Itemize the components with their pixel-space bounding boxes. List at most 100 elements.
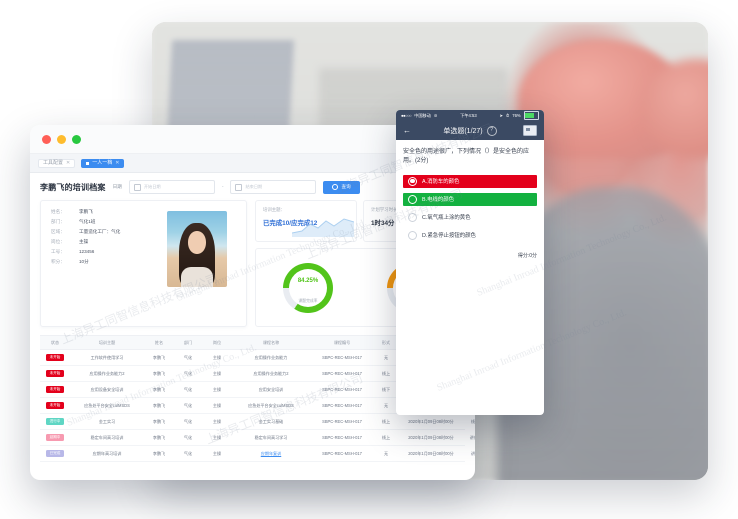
profile-row: 工号： 123456 <box>51 250 150 255</box>
profile-value: 工量造化工厂：气化 <box>79 229 121 235</box>
profile-row: 部门： 气化1班 <box>51 219 150 225</box>
end-date-input[interactable]: 结束日期 <box>230 180 317 194</box>
table-cell: 气化 <box>183 402 193 408</box>
start-date-input[interactable]: 开始日期 <box>128 180 215 194</box>
profile-key: 岗位： <box>51 239 65 245</box>
query-button[interactable]: 查询 <box>323 180 360 194</box>
profile-value: 李鹏飞 <box>79 209 93 214</box>
window-minimize-button[interactable] <box>57 134 66 144</box>
profile-photo-wrap <box>156 201 246 326</box>
table-cell: 气化 <box>183 434 193 440</box>
option-label: C.氧气瓶上涂的黄色 <box>422 215 471 222</box>
table-cell: SBPC-REC-MSH-017 <box>322 371 362 376</box>
profile-key: 工号： <box>51 249 65 255</box>
tab-tool-config[interactable]: 工具配置 ✕ <box>38 158 76 168</box>
table-row[interactable]: 延期中 稳定车间高习培训 李鹏飞 气化 主操 稳定车间高习学习 SBPC-REC-MSH-0… <box>40 430 475 446</box>
donut-hole <box>289 268 327 307</box>
table-cell: 应用安全培训 <box>258 386 284 392</box>
table-cell: 主操 <box>212 402 222 408</box>
table-cell: 工作软件使用学习 <box>90 354 124 360</box>
radio-icon[interactable] <box>408 230 417 240</box>
wifi-icon: ≋ <box>433 113 438 118</box>
status-badge-cell: 延期中 <box>40 433 70 442</box>
table-cell: SBPC-REC-MSH-017 <box>322 355 362 360</box>
table-cell: 李鹏飞 <box>152 418 166 424</box>
table-header-cell: 状态 <box>50 339 60 345</box>
tab-close-icon[interactable]: ✕ <box>66 159 71 166</box>
quiz-option[interactable]: A.消防车的颜色 <box>403 174 537 188</box>
table-cell: 主操 <box>212 354 222 360</box>
table-cell: 气化 <box>183 418 193 424</box>
table-cell: 线上 <box>470 418 475 424</box>
table-cell: 金工实习 <box>98 418 116 424</box>
status-badge-cell: 未开始 <box>40 385 70 394</box>
date-filter-label: 日期 <box>112 184 122 189</box>
end-date-placeholder: 结束日期 <box>245 184 263 189</box>
table-row[interactable]: 已完成 应期年高习培训 李鹏飞 气化 主操 应期年复训 SBPC-REC-MSH-017 无 2… <box>40 446 475 462</box>
status-badge-cell: 已完成 <box>40 449 70 458</box>
status-badge: 未开始 <box>45 369 65 378</box>
table-row[interactable]: 进行中 金工实习 李鹏飞 气化 主操 金工实习基础 SBPC-REC-MSH-017 线上 20… <box>40 414 475 430</box>
table-cell: 主操 <box>212 386 222 392</box>
help-icon[interactable]: ? <box>486 125 497 136</box>
table-cell: 主操 <box>212 434 222 440</box>
profile-row: 积分： 10分 <box>51 260 150 265</box>
kpi-label: 计划学习时长 <box>371 207 398 212</box>
profile-key: 积分： <box>51 259 65 265</box>
table-header-cell: 培训主题 <box>98 339 116 345</box>
table-cell: SBPC-REC-MSH-017 <box>322 435 362 440</box>
tab-label: 工具配置 <box>43 159 64 166</box>
tab-close-icon[interactable]: ✕ <box>115 159 120 166</box>
status-badge-cell: 未开始 <box>40 401 70 410</box>
sparkline-chart <box>292 218 354 237</box>
quiz-option[interactable]: B.电线的颜色 <box>403 192 537 206</box>
location-icon: ➤ <box>499 113 503 118</box>
table-cell: SBPC-REC-MSH-017 <box>322 451 362 456</box>
status-left: ●●○○○ 中国移动 ≋ <box>401 113 437 119</box>
table-cell: 线上 <box>381 418 391 424</box>
status-badge: 未开始 <box>45 353 65 362</box>
status-clock: 下午4:53 <box>460 112 477 118</box>
donut-chart: 84.25% 课题完成率 <box>283 262 333 313</box>
tab-bar: 工具配置 ✕ 一人一档 ✕ <box>30 154 475 173</box>
donut-value: 84.25% <box>297 277 319 284</box>
table-cell: SBPC-REC-MSH-017 <box>322 403 362 408</box>
window-maximize-button[interactable] <box>72 134 81 144</box>
radio-icon[interactable] <box>408 212 417 222</box>
kpi-label: 培训主题： <box>263 207 285 212</box>
table-cell: SBPC-REC-MSH-017 <box>322 419 362 424</box>
table-cell: 应期年高习培训 <box>92 450 122 456</box>
kpi-value: 1时34分 <box>371 220 395 227</box>
back-icon[interactable]: ← <box>403 126 411 135</box>
radio-icon[interactable] <box>408 176 417 186</box>
table-cell: 线上 <box>381 370 391 376</box>
profile-key: 部门： <box>51 219 65 225</box>
quiz-option[interactable]: D.紧急停止按钮的颜色 <box>403 229 537 242</box>
tab-one-person-one-file[interactable]: 一人一档 ✕ <box>81 158 125 168</box>
table-cell: 李鹏飞 <box>152 354 166 360</box>
profile-value: 10分 <box>79 259 89 265</box>
table-cell: 2020年1月09日08时00分 <box>408 418 454 424</box>
course-link[interactable]: 应期年复训 <box>260 450 282 456</box>
status-badge: 已完成 <box>45 449 65 458</box>
table-cell: 无 <box>383 402 389 408</box>
signal-icon: ●●○○○ <box>401 113 412 118</box>
status-badge: 进行中 <box>45 417 65 426</box>
table-cell: 李鹏飞 <box>152 434 166 440</box>
profile-key: 区域： <box>51 229 65 235</box>
table-cell: 讲师 <box>470 450 475 456</box>
battery-percent: 76% <box>512 113 521 118</box>
quiz-option[interactable]: C.氧气瓶上涂的黄色 <box>403 211 537 224</box>
table-cell: 金工实习基础 <box>258 418 284 424</box>
phone-navbar: ← 单选题(1/27) ? <box>396 121 544 140</box>
table-header-cell: 课程名称 <box>262 339 280 345</box>
phone-mockup: ●●○○○ 中国移动 ≋ 下午4:53 ➤ ⏱ 76% ← 单选题(1/27) … <box>396 110 544 415</box>
search-icon <box>332 184 339 190</box>
profile-value: 主操 <box>79 239 89 245</box>
answer-card-icon[interactable] <box>523 125 537 136</box>
profile-key: 姓名： <box>51 209 65 214</box>
window-close-button[interactable] <box>42 134 51 144</box>
radio-icon[interactable] <box>408 194 417 204</box>
table-header-cell: 形式 <box>381 339 391 345</box>
status-badge-cell: 进行中 <box>40 417 70 426</box>
